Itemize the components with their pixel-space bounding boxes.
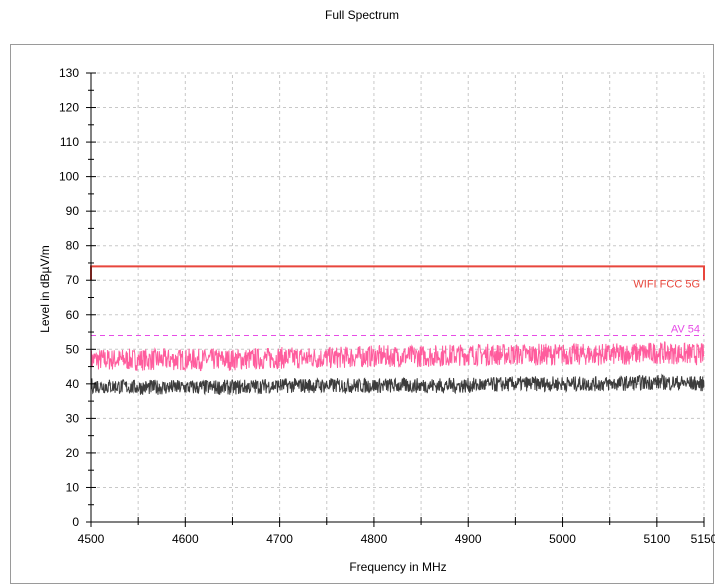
y-tick-label: 130 (59, 66, 79, 80)
x-tick-label: 5100 (643, 532, 670, 546)
y-tick-label: 40 (66, 377, 80, 391)
grid-layer (91, 72, 705, 522)
limit-layer: WIFI FCC 5G AV 54 (90, 265, 705, 336)
series-peak-trace (90, 341, 705, 372)
y-tick-label: 100 (59, 170, 79, 184)
y-tick-label: 10 (66, 480, 80, 494)
page-title: Full Spectrum (324, 8, 400, 22)
limit-label-av-54: AV 54 (671, 323, 700, 335)
x-tick-label: 5000 (549, 532, 576, 546)
y-tick-label: 120 (59, 101, 79, 115)
x-tick-label: 4500 (78, 532, 105, 546)
x-tick-label: 4900 (455, 532, 482, 546)
spectrum-chart: WIFI FCC 5G AV 54 0 10 20 30 40 50 60 70 80 90 100 1… (38, 66, 715, 574)
x-tick-label: 4800 (361, 532, 388, 546)
y-tick-label: 110 (60, 135, 79, 149)
y-tick-label: 20 (66, 446, 80, 460)
y-tick-label: 50 (66, 342, 80, 356)
y-tick-label: 60 (66, 308, 80, 322)
chart-frame: WIFI FCC 5G AV 54 0 10 20 30 40 50 60 70 80 90 100 1… (10, 44, 715, 584)
y-axis-label: Level in dBµV/m (38, 245, 52, 333)
x-axis-label: Frequency in MHz (349, 560, 446, 574)
series-layer (90, 341, 705, 396)
y-tick-label: 70 (66, 273, 80, 287)
y-tick-label: 0 (72, 515, 79, 529)
x-tick-label: 4600 (172, 532, 199, 546)
x-tick-label: 4700 (266, 532, 293, 546)
y-tick-label: 30 (66, 411, 80, 425)
limit-label-wifi-fcc-5g: WIFI FCC 5G (633, 278, 700, 290)
axis-layer: 0 10 20 30 40 50 60 70 80 90 100 110 120 130 4500 4600 4… (59, 66, 715, 546)
y-tick-label: 80 (66, 239, 80, 253)
limit-line-wifi-fcc-5g (90, 265, 705, 281)
y-tick-label: 90 (66, 204, 80, 218)
x-tick-label: 5150 (691, 532, 715, 546)
series-average-trace (90, 373, 705, 396)
